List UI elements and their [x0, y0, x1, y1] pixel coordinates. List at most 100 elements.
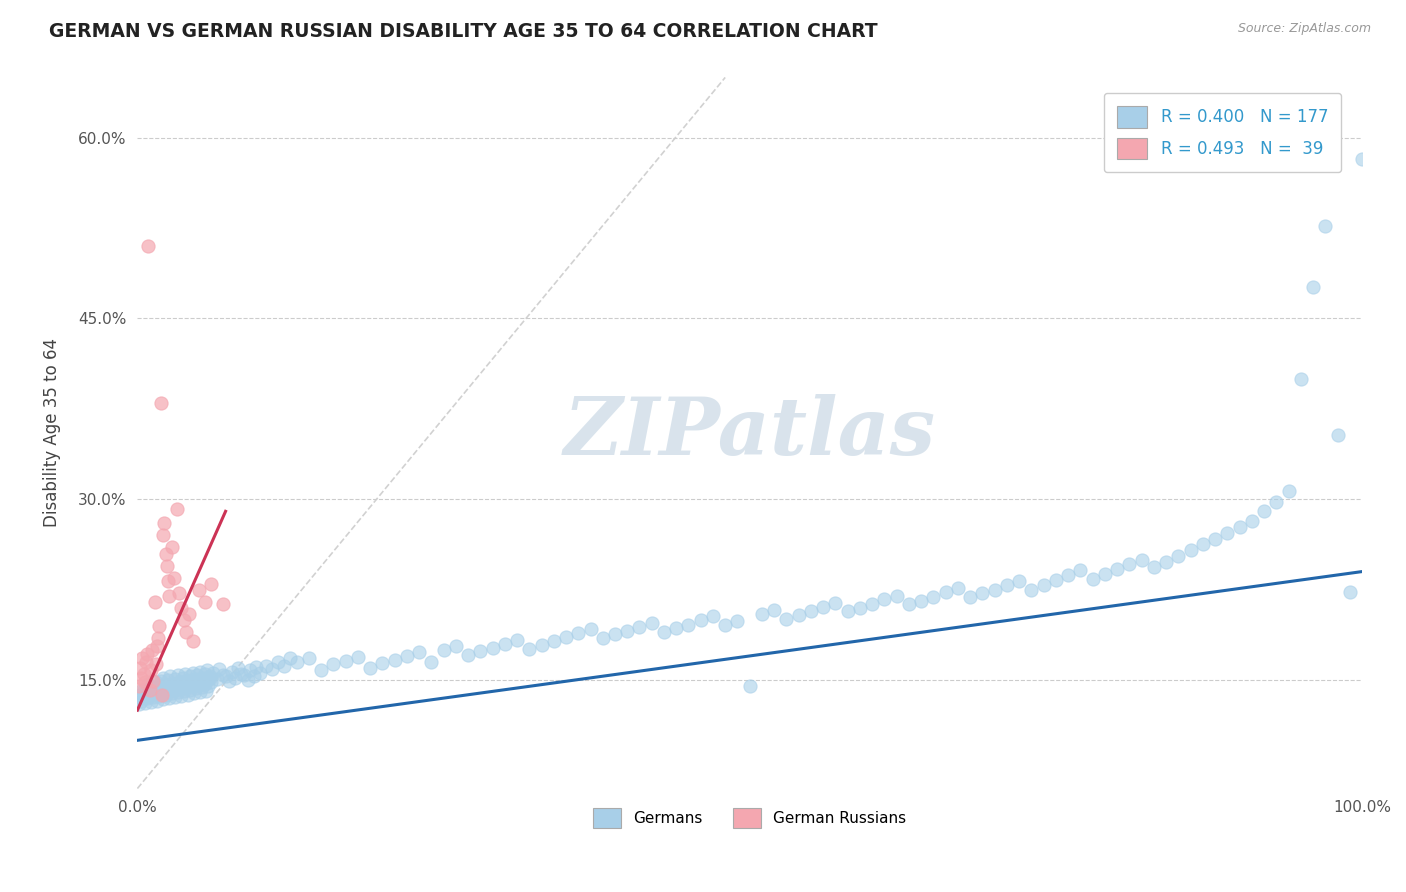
Point — [231, 667, 253, 681]
Point — [837, 604, 859, 618]
Point — [714, 617, 737, 632]
Point — [205, 672, 228, 686]
Point — [135, 685, 157, 699]
Point — [128, 697, 150, 711]
Point — [309, 664, 332, 678]
Point — [218, 674, 240, 689]
Point — [897, 597, 920, 611]
Point — [176, 674, 198, 689]
Point — [169, 675, 191, 690]
Point — [157, 691, 180, 706]
Point — [149, 396, 172, 410]
Point — [628, 620, 651, 634]
Y-axis label: Disability Age 35 to 64: Disability Age 35 to 64 — [44, 338, 60, 527]
Point — [138, 682, 160, 697]
Point — [983, 582, 1005, 597]
Point — [145, 675, 167, 690]
Point — [176, 688, 198, 702]
Point — [280, 651, 302, 665]
Point — [145, 657, 167, 672]
Point — [186, 668, 208, 682]
Point — [132, 690, 155, 704]
Point — [1107, 562, 1129, 576]
Point — [156, 558, 179, 573]
Point — [148, 619, 170, 633]
Point — [1265, 494, 1288, 508]
Point — [616, 624, 638, 638]
Point — [146, 640, 169, 654]
Point — [775, 611, 797, 625]
Point — [155, 547, 177, 561]
Point — [142, 690, 165, 704]
Point — [254, 658, 277, 673]
Point — [371, 656, 394, 670]
Point — [224, 671, 246, 685]
Point — [432, 643, 454, 657]
Point — [128, 679, 150, 693]
Point — [139, 664, 162, 678]
Point — [179, 682, 201, 697]
Point — [1277, 483, 1299, 498]
Point — [184, 673, 207, 687]
Point — [166, 502, 188, 516]
Point — [1315, 219, 1337, 233]
Point — [177, 607, 200, 621]
Point — [128, 661, 150, 675]
Point — [811, 599, 834, 614]
Point — [1069, 563, 1091, 577]
Point — [159, 681, 181, 695]
Point — [159, 669, 181, 683]
Point — [138, 676, 160, 690]
Point — [678, 617, 700, 632]
Point — [1057, 568, 1080, 582]
Point — [787, 607, 810, 622]
Point — [873, 592, 896, 607]
Point — [167, 675, 190, 690]
Point — [152, 528, 174, 542]
Point — [138, 681, 160, 696]
Point — [1339, 585, 1361, 599]
Point — [188, 685, 211, 699]
Point — [167, 586, 190, 600]
Point — [194, 667, 217, 681]
Point — [153, 681, 176, 696]
Point — [335, 654, 357, 668]
Point — [135, 686, 157, 700]
Legend: Germans, German Russians: Germans, German Russians — [588, 803, 912, 834]
Point — [946, 582, 969, 596]
Point — [972, 586, 994, 600]
Point — [157, 589, 180, 603]
Point — [579, 623, 602, 637]
Point — [1204, 532, 1226, 546]
Point — [273, 658, 295, 673]
Point — [156, 673, 179, 687]
Point — [169, 681, 191, 696]
Point — [187, 678, 209, 692]
Point — [173, 684, 195, 698]
Point — [148, 689, 170, 703]
Point — [359, 661, 381, 675]
Point — [1351, 153, 1374, 167]
Point — [232, 668, 254, 682]
Point — [187, 582, 209, 597]
Point — [494, 637, 516, 651]
Point — [530, 638, 553, 652]
Point — [506, 633, 529, 648]
Point — [132, 682, 155, 697]
Point — [221, 665, 243, 679]
Point — [194, 595, 217, 609]
Point — [152, 692, 174, 706]
Point — [652, 624, 675, 639]
Text: Source: ZipAtlas.com: Source: ZipAtlas.com — [1237, 22, 1371, 36]
Point — [166, 679, 188, 693]
Point — [195, 664, 218, 678]
Point — [751, 607, 773, 621]
Point — [886, 589, 908, 603]
Point — [763, 603, 786, 617]
Point — [641, 616, 664, 631]
Point — [184, 675, 207, 690]
Text: ZIPatlas: ZIPatlas — [564, 394, 936, 472]
Point — [1130, 552, 1153, 566]
Point — [131, 682, 153, 697]
Point — [592, 631, 614, 645]
